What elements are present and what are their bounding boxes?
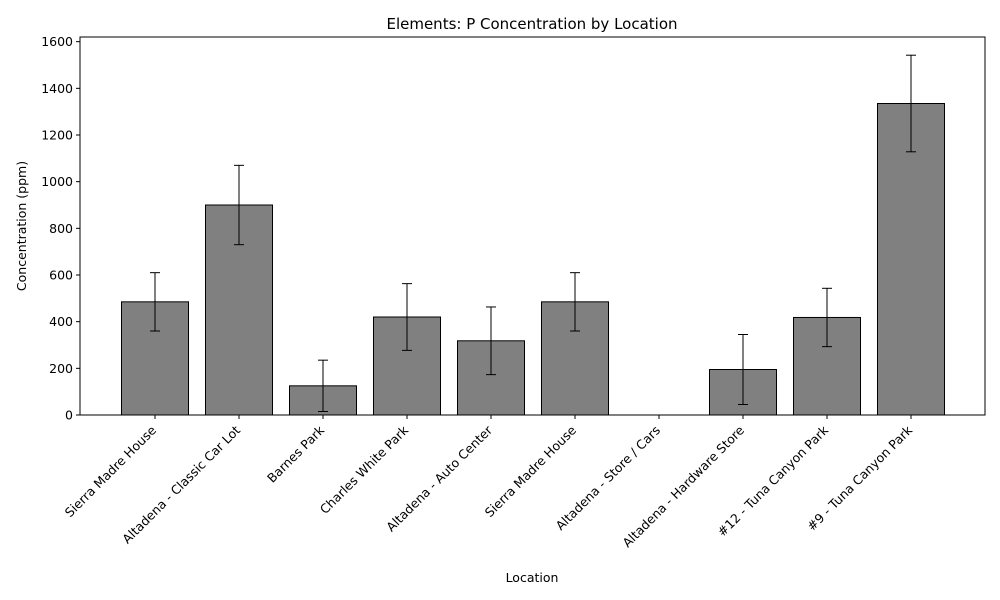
x-tick-label: Sierra Madre House <box>62 422 160 520</box>
x-axis-title: Location <box>506 570 559 585</box>
error-bar <box>570 272 580 332</box>
error-bar <box>234 164 244 246</box>
y-axis-title: Concentration (ppm) <box>14 161 29 291</box>
y-tick-label: 600 <box>49 268 73 283</box>
plot-frame <box>79 36 986 416</box>
error-bar <box>150 272 160 332</box>
y-tick-label: 1200 <box>41 128 73 143</box>
y-axis: 0 200 400 600 800 1000 1200 1400 1600 <box>41 34 80 423</box>
error-bar <box>318 359 328 412</box>
y-tick-label: 1600 <box>41 34 73 49</box>
error-bar <box>906 54 916 153</box>
chart-title: Elements: P Concentration by Location <box>386 15 677 33</box>
error-bar <box>738 334 748 405</box>
plot-area <box>121 54 945 416</box>
y-tick-label: 400 <box>49 314 73 329</box>
y-tick-label: 0 <box>65 408 73 423</box>
y-tick-label: 1000 <box>41 174 73 189</box>
x-tick-label: Charles White Park <box>317 422 412 517</box>
y-tick-label: 1400 <box>41 81 73 96</box>
bar <box>877 103 945 416</box>
error-bar <box>402 283 412 351</box>
error-bar <box>822 287 832 348</box>
y-tick-label: 200 <box>49 361 73 376</box>
x-tick-label: Barnes Park <box>264 422 328 486</box>
x-tick-label: Sierra Madre House <box>482 422 580 520</box>
y-tick-label: 800 <box>49 221 73 236</box>
error-bar <box>486 306 496 376</box>
